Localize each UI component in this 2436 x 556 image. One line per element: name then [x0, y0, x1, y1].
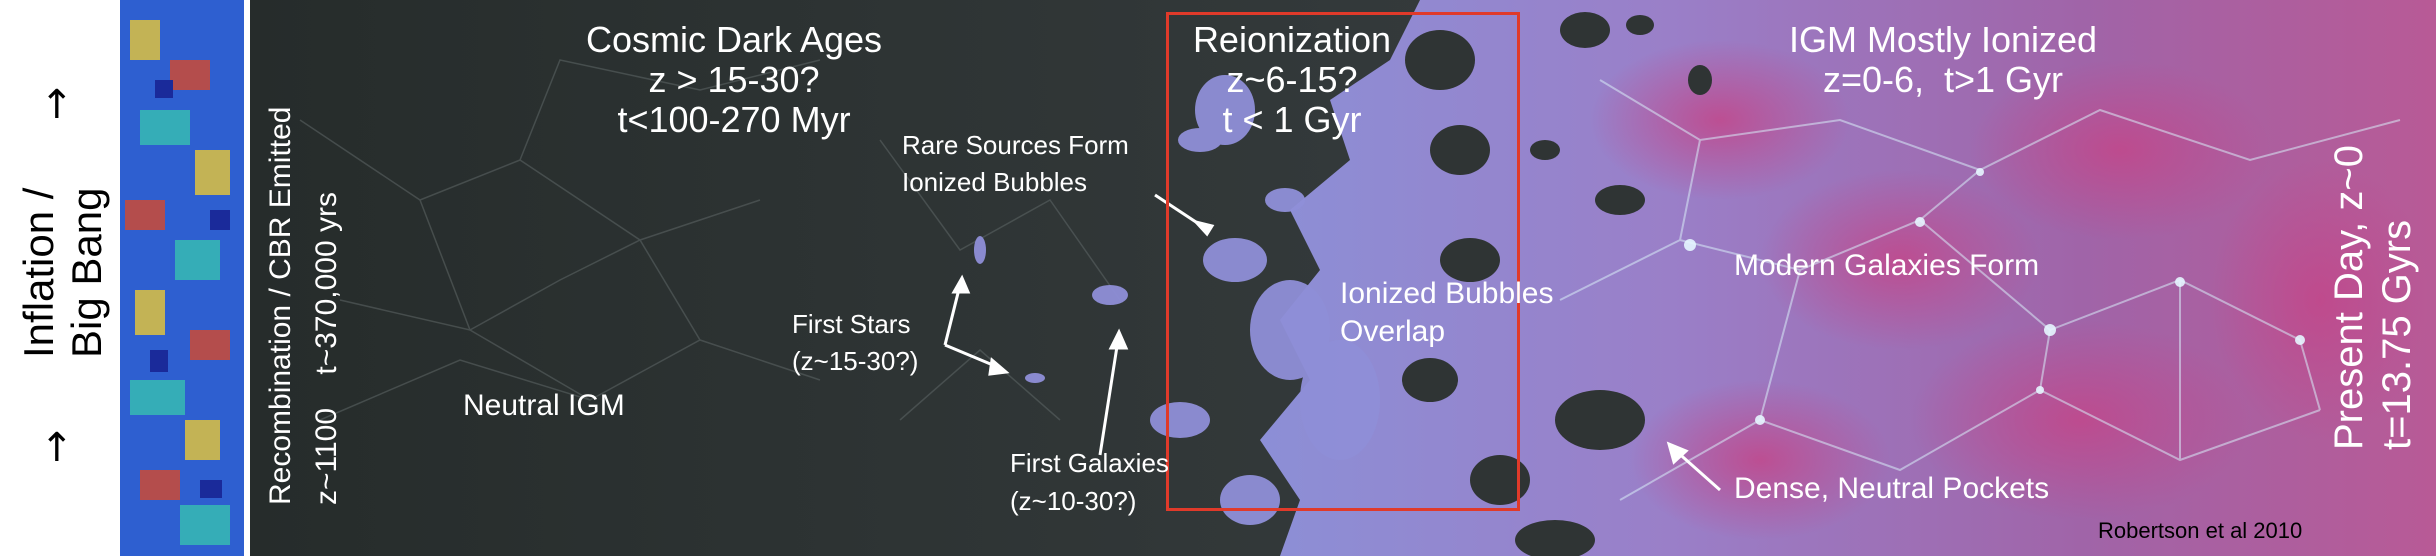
recombination-label: Recombination / CBR Emitted z~1100 t~370… [258, 107, 350, 506]
inflation-line1: Inflation / [15, 187, 62, 358]
bubbles-overlap-line2: Overlap [1340, 315, 1446, 348]
ionized-bubbles [974, 75, 1380, 525]
arrow-up-icon: ↑ [40, 82, 74, 128]
rare-sources-line2: Ionized Bubbles [902, 167, 1088, 197]
rare-sources-line1: Rare Sources Form [902, 130, 1129, 160]
present-day-line1: Present Day, z~0 [2327, 145, 2371, 450]
first-galaxies-line2: (z~10-30?) [1010, 486, 1137, 516]
recombination-line1: Recombination / CBR Emitted [264, 106, 297, 506]
inflation-label: Inflation / Big Bang [15, 188, 111, 358]
igm-ionized-detail: z=0-6, t>1 Gyr [1822, 59, 2064, 100]
bubbles-overlap-line1: Ionized Bubbles [1340, 277, 1554, 310]
cosmic-web-filaments [299, 59, 1121, 421]
reionization-title: Reionization [1192, 19, 1392, 60]
credit-text: Robertson et al 2010 [2098, 518, 2303, 543]
reionization-time: t < 1 Gyr [1222, 99, 1362, 140]
dense-pockets-label: Dense, Neutral Pockets [1734, 472, 2050, 505]
reionization-redshift: z~6-15? [1226, 59, 1358, 100]
first-stars-line2: (z~15-30?) [792, 346, 919, 376]
galaxy-nodes [1684, 168, 2305, 425]
annotation-arrows [943, 193, 1721, 492]
cmb-map [120, 0, 244, 556]
dark-ages-redshift: z > 15-30? [648, 59, 820, 100]
reionization-highlight-box [1166, 12, 1520, 511]
neutral-pockets [1402, 12, 1712, 556]
first-galaxies-line1: First Galaxies [1010, 448, 1169, 478]
first-stars-line1: First Stars [792, 309, 911, 339]
inflation-line2: Big Bang [63, 187, 110, 358]
present-day-line2: t=13.75 Gyrs [2375, 219, 2419, 450]
modern-galaxies-label: Modern Galaxies Form [1734, 249, 2040, 282]
neutral-igm-label: Neutral IGM [463, 389, 625, 422]
present-day-label: Present Day, z~0 t=13.75 Gyrs [2325, 145, 2421, 450]
recombination-line2: z~1100 t~370,000 yrs [310, 192, 343, 505]
arrow-up-icon: ↑ [40, 425, 74, 471]
dark-ages-title: Cosmic Dark Ages [585, 19, 883, 60]
igm-ionized-title: IGM Mostly Ionized [1788, 19, 2098, 60]
dark-ages-time: t<100-270 Myr [617, 99, 851, 140]
